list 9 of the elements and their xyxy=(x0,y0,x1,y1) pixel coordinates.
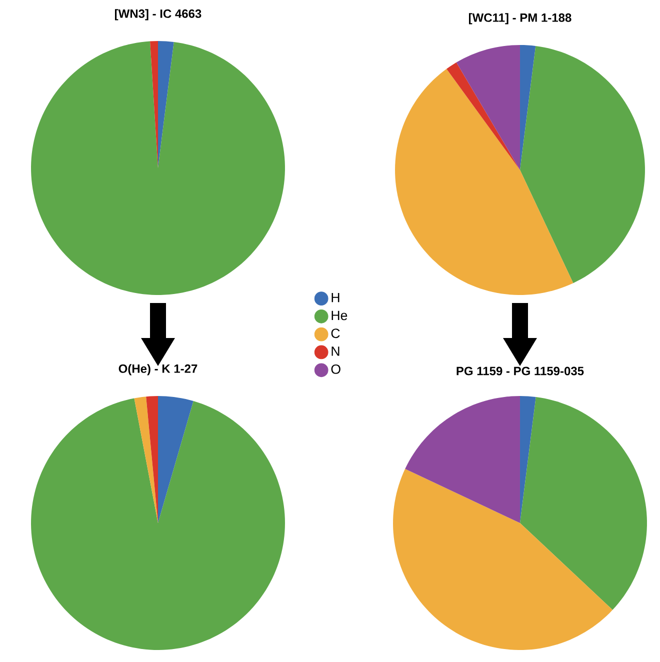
legend-label: N xyxy=(332,346,340,356)
chart-title: PG 1159 - PG 1159-035 xyxy=(456,366,584,376)
legend-label: C xyxy=(331,328,340,338)
chart-title: O(He) - K 1-27 xyxy=(118,364,198,376)
legend-label: H xyxy=(332,292,340,302)
chart-title: [WN3] - IC 4663 xyxy=(114,9,202,20)
legend-label: He xyxy=(332,310,348,320)
chart-title: [WC11] - PM 1-188 xyxy=(468,13,572,24)
legend-label: O xyxy=(331,364,340,374)
